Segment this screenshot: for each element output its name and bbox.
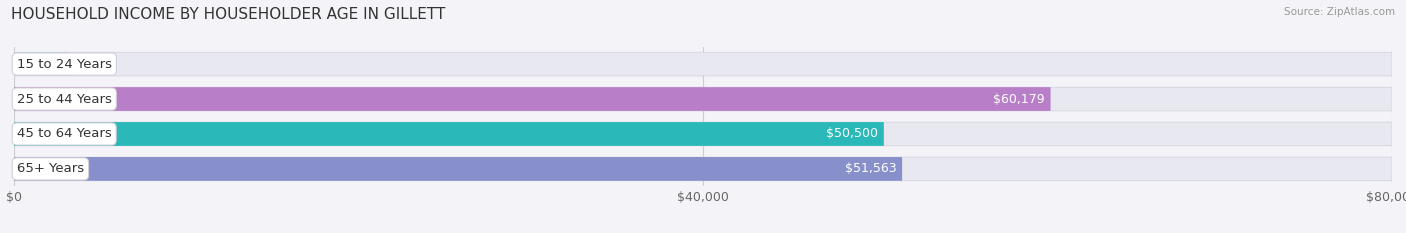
FancyBboxPatch shape [14,157,1392,181]
FancyBboxPatch shape [14,52,1392,76]
FancyBboxPatch shape [14,52,69,76]
FancyBboxPatch shape [14,122,1392,146]
Text: $0: $0 [83,58,98,71]
Text: $51,563: $51,563 [845,162,897,175]
FancyBboxPatch shape [14,157,903,181]
FancyBboxPatch shape [14,87,1050,111]
Text: $60,179: $60,179 [994,93,1045,106]
Text: $50,500: $50,500 [827,127,879,140]
Text: 15 to 24 Years: 15 to 24 Years [17,58,112,71]
Text: 25 to 44 Years: 25 to 44 Years [17,93,111,106]
Text: HOUSEHOLD INCOME BY HOUSEHOLDER AGE IN GILLETT: HOUSEHOLD INCOME BY HOUSEHOLDER AGE IN G… [11,7,446,22]
Text: 45 to 64 Years: 45 to 64 Years [17,127,111,140]
FancyBboxPatch shape [14,87,1392,111]
FancyBboxPatch shape [14,122,884,146]
Text: 65+ Years: 65+ Years [17,162,84,175]
Text: Source: ZipAtlas.com: Source: ZipAtlas.com [1284,7,1395,17]
